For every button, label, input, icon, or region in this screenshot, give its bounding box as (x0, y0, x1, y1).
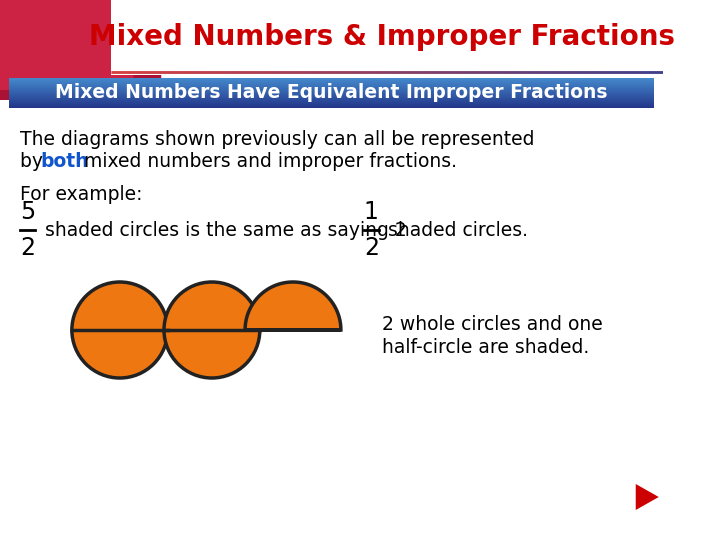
Bar (9, 99, 654, 100)
Bar (9, 91, 654, 92)
Bar (9, 97, 654, 98)
Text: 2: 2 (20, 236, 35, 260)
Bar (9, 90, 654, 91)
Text: both: both (40, 152, 89, 171)
Bar (9, 84, 654, 85)
Text: 2 whole circles and one: 2 whole circles and one (382, 315, 603, 334)
Bar (9, 101, 654, 102)
Text: shaded circles.: shaded circles. (382, 220, 528, 240)
Bar (9, 100, 654, 101)
Text: The diagrams shown previously can all be represented: The diagrams shown previously can all be… (20, 130, 535, 149)
Ellipse shape (164, 282, 260, 378)
Bar (9, 94, 654, 95)
Text: 2: 2 (364, 236, 379, 260)
Bar (9, 85, 654, 86)
Bar (9, 79, 654, 80)
Text: shaded circles is the same as saying 2: shaded circles is the same as saying 2 (39, 220, 407, 240)
Bar (9, 82, 654, 83)
FancyBboxPatch shape (0, 0, 161, 100)
Text: by: by (20, 152, 49, 171)
Bar (9, 105, 654, 106)
Bar (9, 106, 654, 107)
Text: 1: 1 (364, 200, 379, 224)
Bar (9, 89, 654, 90)
Bar (9, 102, 654, 103)
Bar (9, 81, 654, 82)
Text: mixed numbers and improper fractions.: mixed numbers and improper fractions. (78, 152, 457, 171)
Polygon shape (245, 282, 341, 330)
Ellipse shape (72, 282, 168, 378)
Text: Mixed Numbers Have Equivalent Improper Fractions: Mixed Numbers Have Equivalent Improper F… (55, 84, 608, 103)
Bar (9, 107, 654, 108)
Bar (9, 95, 654, 96)
Bar (9, 93, 654, 94)
Text: half-circle are shaded.: half-circle are shaded. (382, 338, 590, 357)
Bar (9, 87, 654, 88)
Text: For example:: For example: (20, 185, 143, 204)
Bar (111, 0, 663, 75)
Bar (9, 78, 654, 79)
Text: 5: 5 (20, 200, 35, 224)
Bar (9, 80, 654, 81)
Bar (9, 98, 654, 99)
Bar (9, 96, 654, 97)
Bar (9, 86, 654, 87)
Bar (9, 104, 654, 105)
Bar (0, 0, 663, 75)
Bar (9, 103, 654, 104)
Bar (9, 92, 654, 93)
FancyBboxPatch shape (0, 0, 134, 90)
Bar (9, 88, 654, 89)
Text: Mixed Numbers & Improper Fractions: Mixed Numbers & Improper Fractions (89, 23, 675, 51)
Bar (9, 83, 654, 84)
Polygon shape (636, 484, 659, 510)
